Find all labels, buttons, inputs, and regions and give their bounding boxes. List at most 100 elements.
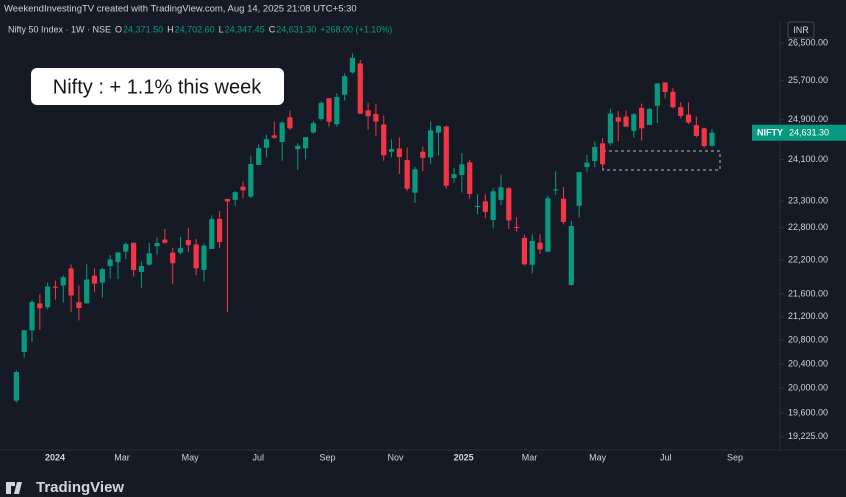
candle-body	[474, 206, 481, 208]
currency: INR	[793, 25, 809, 35]
candle-body	[623, 116, 629, 127]
y-tick-label: 23,300.00	[788, 195, 828, 205]
candle-body	[412, 169, 418, 193]
x-tick-label: Nov	[388, 452, 405, 462]
candle-body	[45, 286, 51, 308]
y-tick-label: 22,200.00	[788, 255, 828, 265]
candle-body	[615, 117, 621, 122]
candle-body	[310, 123, 316, 133]
candle-body	[60, 277, 66, 286]
candle-body	[256, 148, 262, 165]
candle-body	[498, 187, 504, 200]
ohlc-value: 24,702.60	[175, 24, 215, 34]
candle-body	[287, 117, 293, 129]
candle-body	[459, 164, 465, 176]
x-tick-label: May	[182, 452, 200, 462]
price-tag-box	[752, 124, 846, 141]
logo: TradingView	[36, 479, 124, 496]
candle-body	[76, 302, 82, 309]
x-tick-label: Mar	[522, 452, 538, 462]
candle-body	[607, 113, 613, 144]
x-tick-label: Jul	[252, 452, 264, 462]
candle-body	[420, 151, 426, 158]
candle-body	[506, 188, 512, 221]
candle-body	[357, 63, 363, 114]
candle-body	[279, 122, 285, 143]
candle-body	[52, 286, 59, 288]
x-tick-label: 2025	[454, 452, 474, 462]
ohlc-value: 24,371.50	[123, 24, 163, 34]
y-tick-label: 21,200.00	[788, 311, 828, 321]
candle-body	[365, 110, 371, 117]
candle-body	[599, 143, 606, 165]
y-tick-label: 21,600.00	[788, 288, 828, 298]
x-tick-label: Mar	[114, 452, 130, 462]
y-tick-label: 24,900.00	[788, 114, 828, 124]
x-tick-label: Sep	[727, 452, 743, 462]
candle-body	[91, 275, 98, 284]
x-tick-label: Jul	[660, 452, 672, 462]
candle-body	[396, 148, 402, 158]
price-tag-label: 24,631.30	[789, 128, 829, 138]
y-tick-label: 22,800.00	[788, 222, 828, 232]
candle-body	[99, 269, 105, 283]
candle-body	[201, 245, 207, 270]
ohlc-change: +268.00 (+1.10%)	[320, 24, 392, 34]
candle-body	[185, 240, 191, 246]
ohlc-key: H	[167, 24, 174, 34]
candle-body	[29, 302, 35, 331]
candle-body	[662, 82, 668, 93]
candle-body	[318, 102, 324, 120]
annotation: Nifty : + 1.1% this week	[53, 76, 262, 98]
candle-body	[373, 114, 379, 122]
candle-body	[170, 252, 176, 264]
candle-body	[154, 243, 160, 247]
candle-body	[701, 128, 707, 147]
drawn-rectangle	[602, 150, 721, 171]
candle-body	[162, 239, 168, 243]
candle-body	[537, 242, 543, 250]
candle-body	[13, 371, 19, 401]
candle-body	[37, 303, 43, 309]
ohlc-value: 24,347.45	[225, 24, 265, 34]
candle-body	[576, 172, 582, 206]
ohlc-value: 24,631.30	[276, 24, 316, 34]
candle-body	[631, 114, 637, 131]
candle-body	[678, 107, 684, 117]
candle-body	[568, 225, 574, 285]
candle-body	[302, 137, 309, 149]
y-tick-label: 20,000.00	[788, 383, 828, 393]
y-tick-label: 26,500.00	[788, 37, 828, 47]
candle-body	[521, 237, 528, 265]
candle-body	[490, 191, 496, 221]
candle-body	[295, 145, 301, 150]
candle-body	[271, 135, 277, 138]
candle-body	[107, 259, 113, 267]
y-tick-label: 20,400.00	[788, 358, 828, 368]
candle-body	[209, 219, 215, 250]
candle-body	[388, 149, 395, 152]
candle-body	[68, 268, 74, 296]
ohlc-key: C	[269, 24, 276, 34]
price-tag-name: NIFTY	[757, 128, 783, 138]
ohlc-key: O	[115, 24, 122, 34]
candle-body	[467, 162, 473, 194]
candle-body	[326, 98, 332, 122]
y-tick-label: 25,700.00	[788, 75, 828, 85]
candle-body	[342, 76, 348, 95]
candle-body	[21, 330, 27, 352]
y-tick-label: 24,100.00	[788, 154, 828, 164]
candle-body	[685, 114, 692, 123]
currency-box	[787, 21, 815, 39]
candle-body	[224, 198, 231, 202]
candle-body	[138, 265, 145, 272]
y-tick-label: 20,800.00	[788, 335, 828, 345]
candle-body	[646, 108, 653, 125]
candle-body	[482, 201, 488, 212]
candle-body	[428, 130, 434, 158]
candle-body	[670, 91, 676, 108]
candle-body	[146, 253, 152, 265]
candle-body	[248, 164, 254, 197]
